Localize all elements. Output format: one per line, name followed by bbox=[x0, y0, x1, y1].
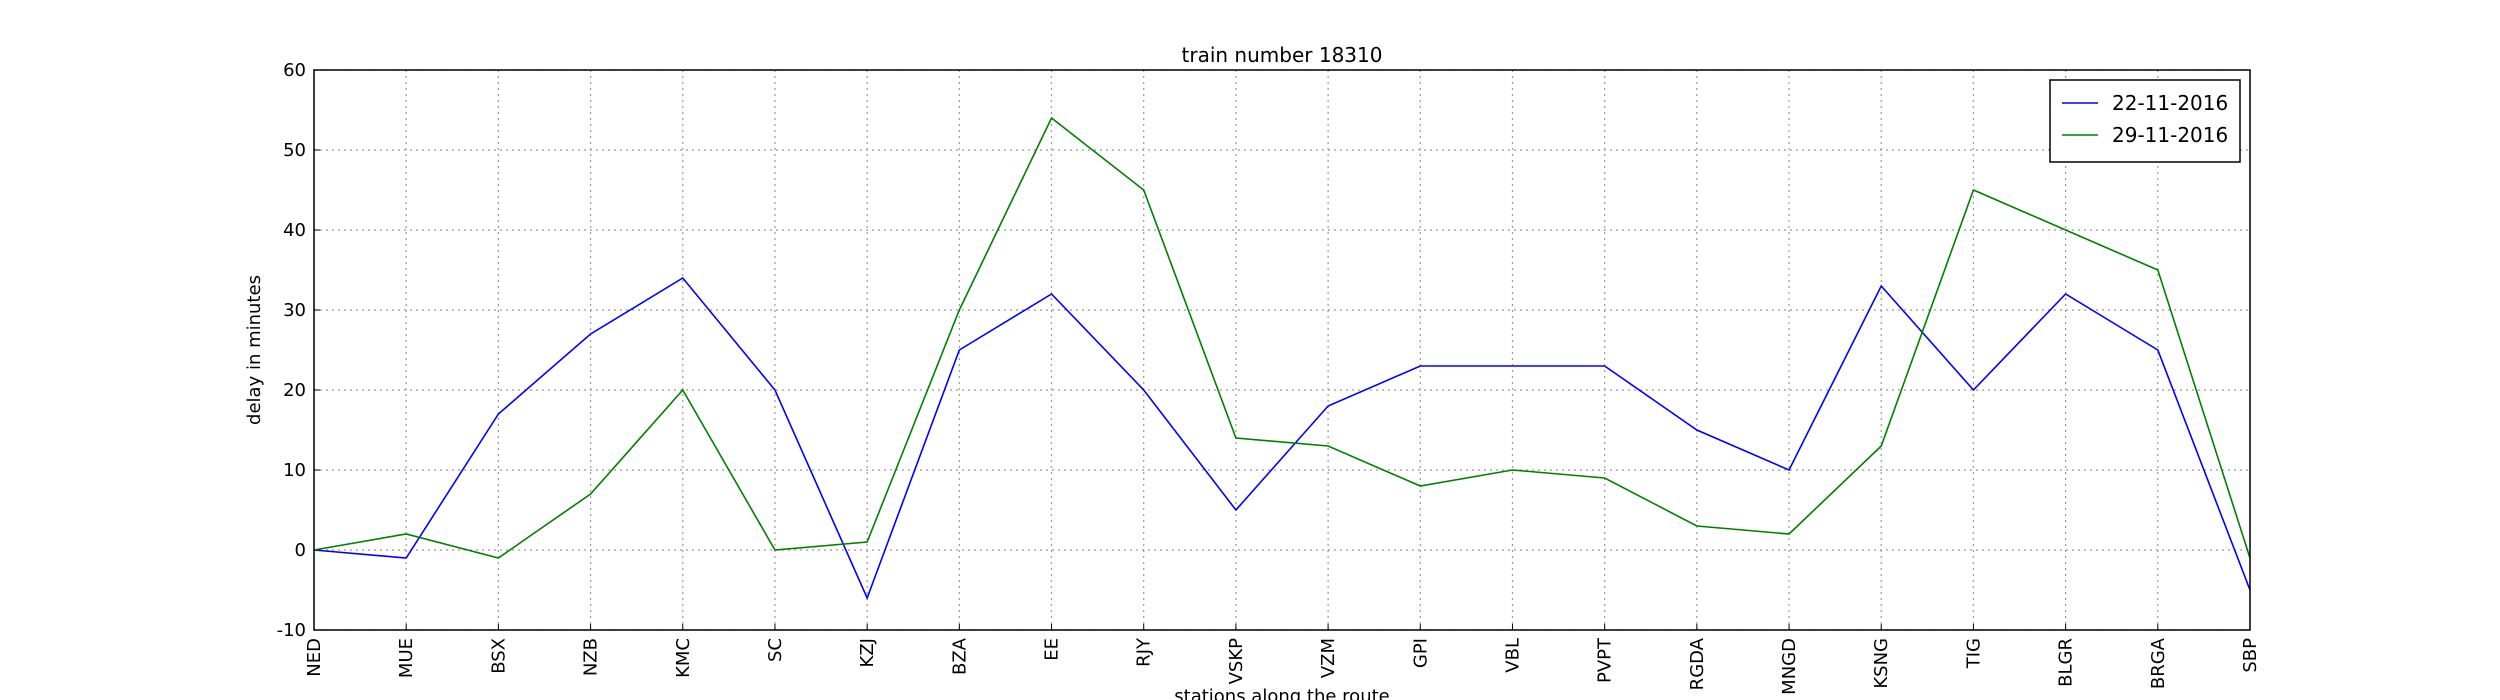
x-tick-label: BRGA bbox=[2148, 637, 2169, 689]
x-tick-label: VBL bbox=[1502, 638, 1523, 673]
y-tick-label: 40 bbox=[283, 220, 306, 241]
legend-box bbox=[2049, 79, 2241, 163]
y-tick-label: 20 bbox=[283, 380, 306, 401]
legend-label: 22-11-2016 bbox=[2112, 91, 2228, 115]
x-tick-label: GPI bbox=[1410, 638, 1431, 668]
plot-frame bbox=[313, 69, 2251, 631]
x-tick-label: MNGD bbox=[1779, 638, 1800, 695]
x-tick-label: RJY bbox=[1134, 637, 1155, 667]
x-tick-label: VSKP bbox=[1226, 638, 1247, 685]
legend-label: 29-11-2016 bbox=[2112, 123, 2228, 147]
x-tick-label: RGDA bbox=[1687, 637, 1708, 690]
x-tick-label: MUE bbox=[396, 638, 417, 678]
x-tick-label: BZA bbox=[949, 637, 970, 675]
x-tick-label: TIG bbox=[1963, 638, 1984, 669]
x-tick-label: VZM bbox=[1318, 638, 1339, 678]
x-tick-label: KZJ bbox=[857, 638, 878, 667]
data-line bbox=[313, 276, 2251, 601]
y-tick-label: 60 bbox=[283, 60, 306, 81]
y-axis-label: delay in minutes bbox=[244, 275, 265, 425]
x-tick-label: EE bbox=[1042, 638, 1063, 661]
x-tick-label: KMC bbox=[673, 638, 694, 678]
x-tick-label: NZB bbox=[581, 638, 602, 676]
y-tick-label: 30 bbox=[283, 300, 306, 321]
y-tick-label: 10 bbox=[283, 460, 306, 481]
chart-title: train number 18310 bbox=[1182, 43, 1383, 67]
x-tick-label: SC bbox=[765, 638, 786, 662]
legend: 22-11-2016 29-11-2016 bbox=[2049, 79, 2241, 163]
x-tick-label: NED bbox=[304, 638, 325, 677]
x-tick-label: PVPT bbox=[1595, 637, 1616, 683]
y-tick-label: -10 bbox=[277, 620, 306, 641]
x-axis-label: stations along the route bbox=[1174, 686, 1389, 700]
x-tick-label: SBP bbox=[2240, 638, 2261, 673]
x-tick-label: BLGR bbox=[2056, 638, 2077, 687]
x-tick-label: BSX bbox=[488, 638, 509, 674]
y-tick-label: 0 bbox=[295, 540, 306, 561]
data-line bbox=[313, 116, 2251, 559]
y-tick-label: 50 bbox=[283, 140, 306, 161]
x-tick-label: KSNG bbox=[1871, 638, 1892, 689]
